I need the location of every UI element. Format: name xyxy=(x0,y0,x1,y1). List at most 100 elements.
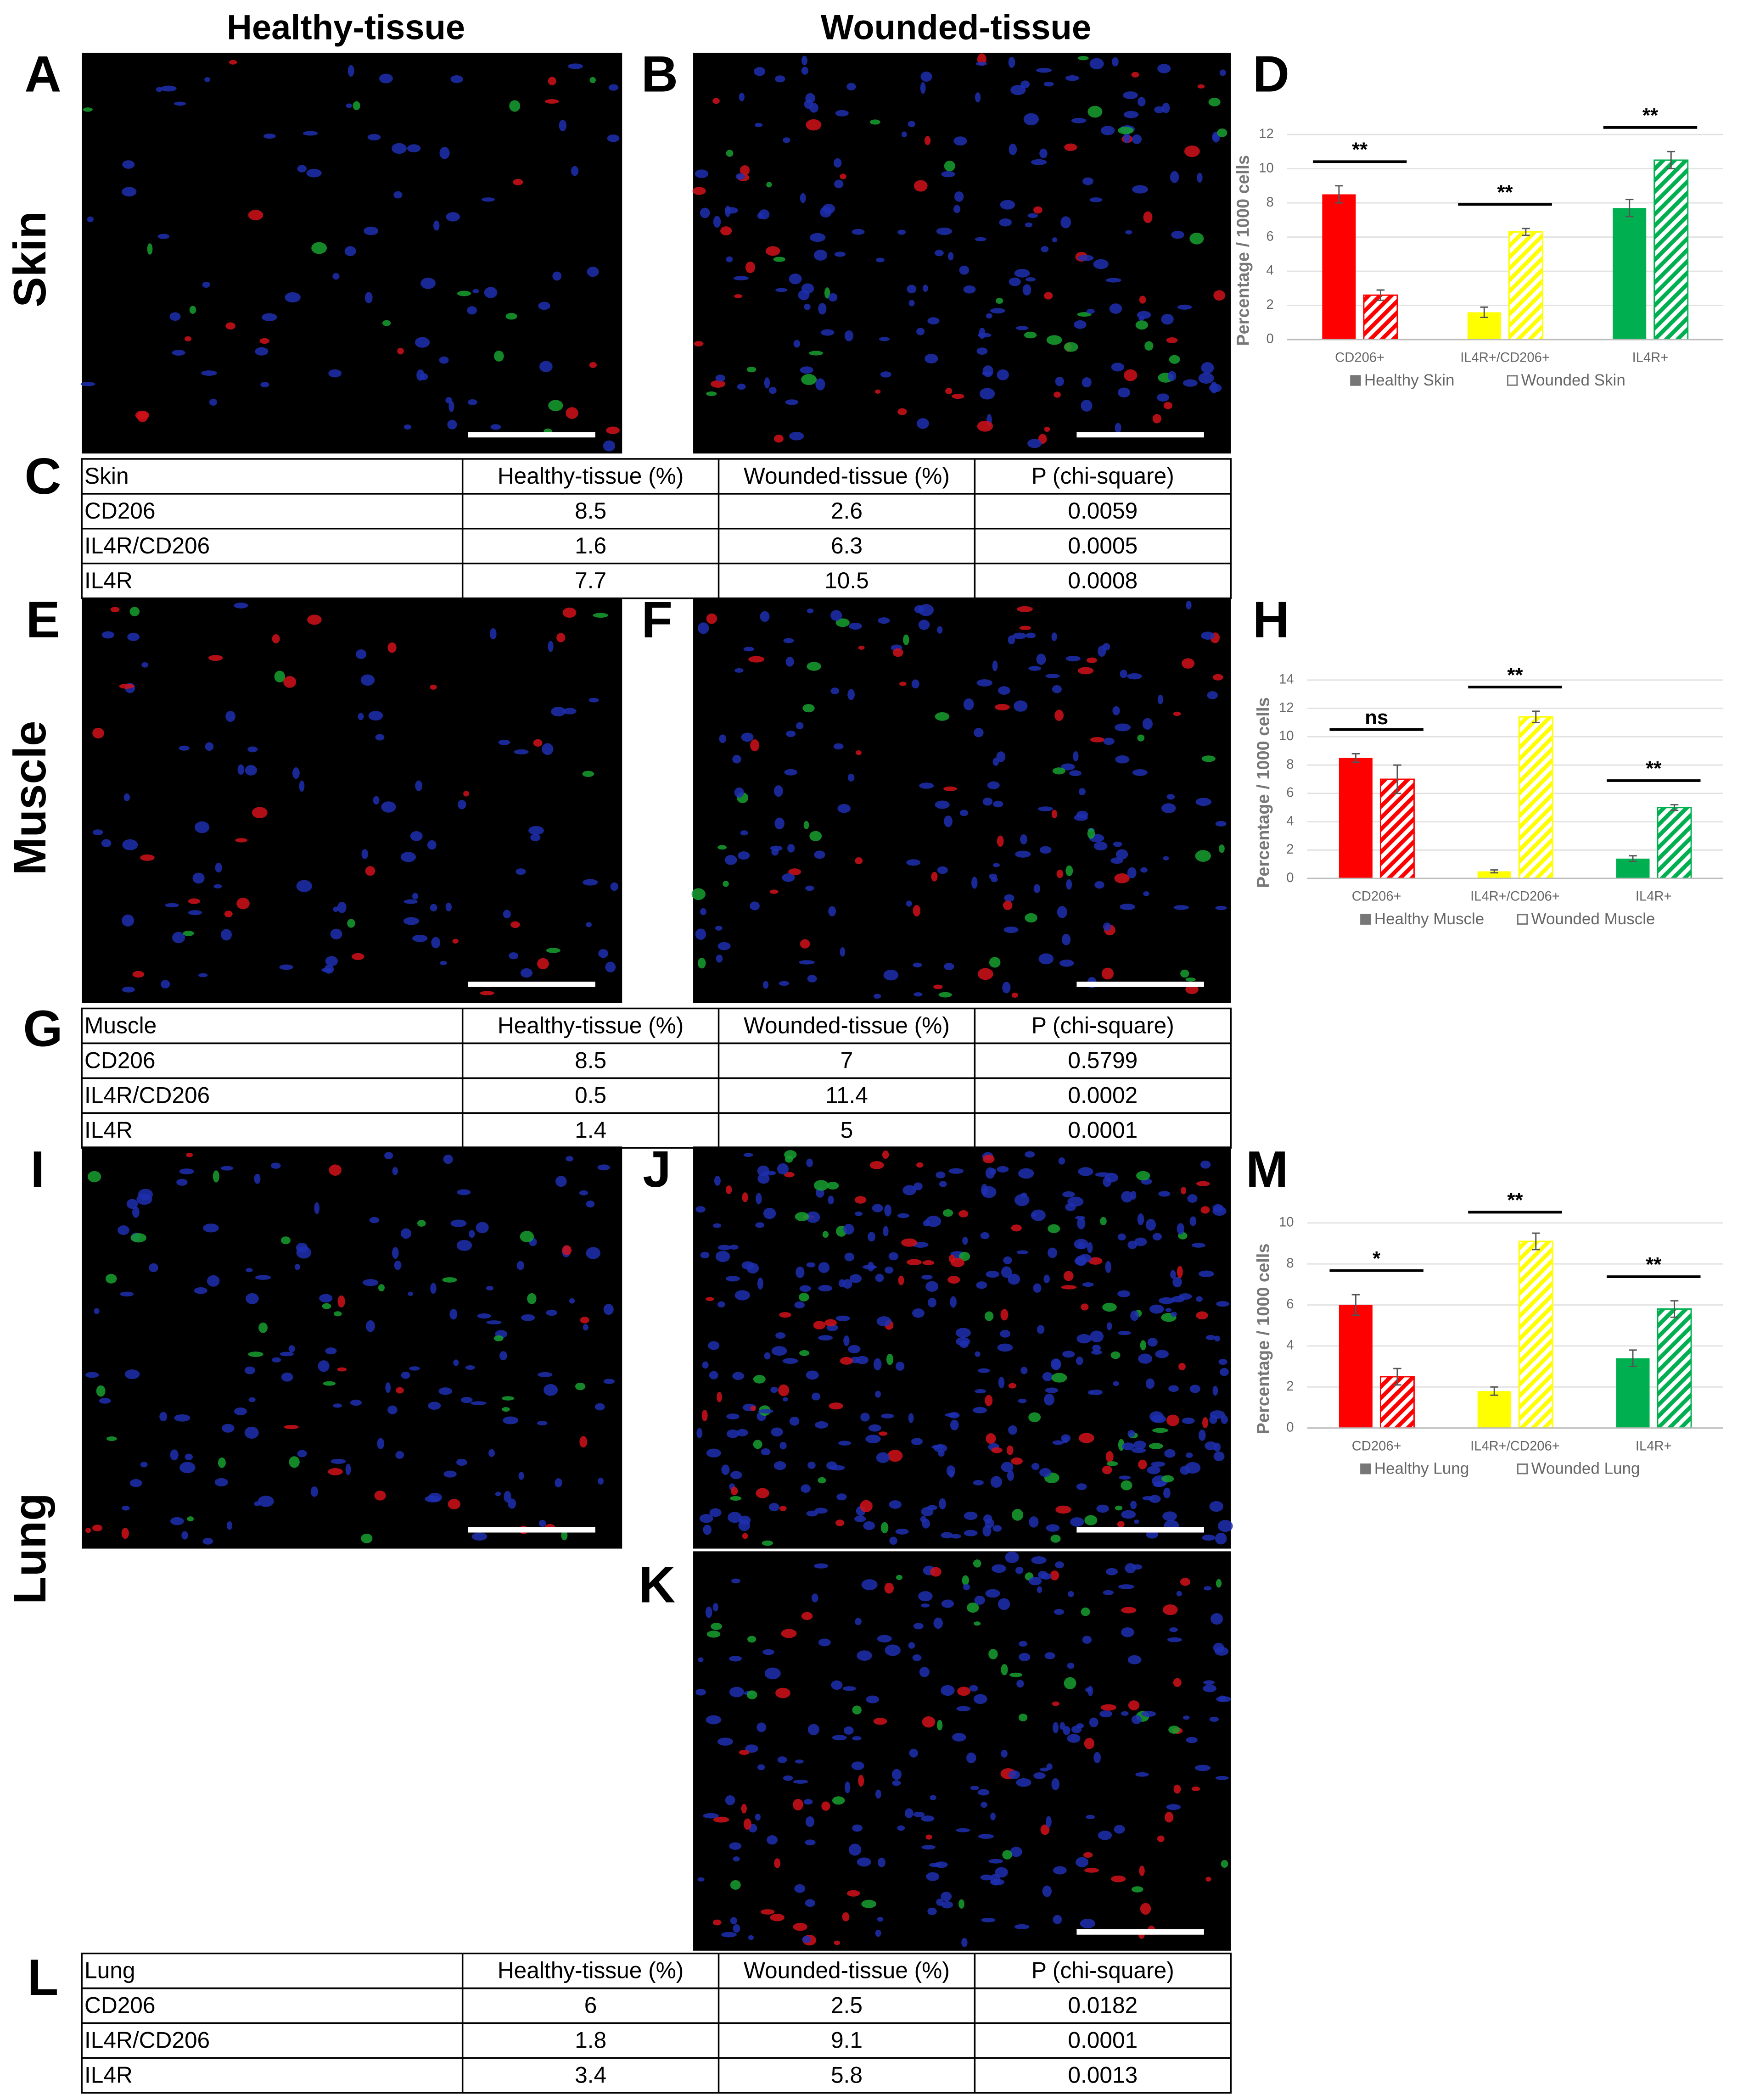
cell xyxy=(1164,1812,1174,1823)
error-bar xyxy=(1376,289,1385,301)
legend-label: Healthy Lung xyxy=(1374,1459,1469,1477)
cell xyxy=(757,1173,770,1184)
cell xyxy=(872,1204,883,1212)
cell xyxy=(985,1589,1000,1598)
cell xyxy=(904,1808,914,1818)
cell xyxy=(1061,1285,1077,1290)
cell xyxy=(361,1533,373,1543)
cell xyxy=(329,1164,342,1176)
cell xyxy=(743,1818,751,1830)
cell xyxy=(733,1856,740,1862)
cell xyxy=(1115,723,1131,732)
cell xyxy=(1124,369,1138,381)
cell xyxy=(828,1195,834,1205)
cell xyxy=(319,1294,333,1303)
error-bar xyxy=(1351,753,1360,763)
cell xyxy=(987,781,1000,789)
cell xyxy=(1045,1816,1052,1828)
cell xyxy=(906,1259,922,1266)
bar xyxy=(1322,194,1356,340)
cell xyxy=(907,285,917,294)
cell xyxy=(976,347,988,355)
cell xyxy=(699,1514,713,1523)
cell xyxy=(516,868,526,875)
cell xyxy=(1051,810,1058,819)
cell xyxy=(828,906,836,916)
cell xyxy=(1157,694,1164,704)
cell xyxy=(1102,1302,1117,1312)
cell xyxy=(842,1279,852,1289)
cell xyxy=(347,65,354,77)
cell xyxy=(310,1486,319,1497)
cell xyxy=(83,107,93,112)
cell xyxy=(552,271,562,281)
cell xyxy=(272,1357,281,1363)
cell xyxy=(254,1501,261,1506)
cell xyxy=(202,282,210,288)
cell xyxy=(296,1243,308,1253)
cell xyxy=(755,1813,761,1821)
cell xyxy=(1202,1417,1208,1428)
cell xyxy=(1077,667,1094,675)
cell xyxy=(1163,856,1169,861)
cell xyxy=(855,857,863,865)
cell xyxy=(695,1206,706,1213)
cell xyxy=(956,1828,970,1832)
table-header-cell: Muscle xyxy=(84,1012,157,1038)
cell xyxy=(314,1202,320,1214)
cell xyxy=(438,1387,453,1395)
table-cell: 10.5 xyxy=(824,568,869,593)
cell xyxy=(129,1479,142,1487)
cell xyxy=(964,1530,978,1536)
legend-swatch xyxy=(1360,914,1371,925)
cell xyxy=(705,1606,712,1618)
cell xyxy=(80,382,95,386)
cell xyxy=(174,1414,191,1422)
cell xyxy=(1170,1270,1176,1279)
cell xyxy=(563,708,577,715)
cell xyxy=(1010,85,1026,95)
cell xyxy=(583,1324,588,1331)
cell xyxy=(814,1421,829,1429)
cell xyxy=(207,1275,220,1287)
cell xyxy=(1055,1505,1071,1514)
cell xyxy=(934,1444,947,1452)
cell xyxy=(1081,1607,1090,1616)
cell xyxy=(918,1591,933,1602)
cell xyxy=(1142,1496,1154,1501)
cell xyxy=(947,252,954,261)
cell xyxy=(1037,1325,1045,1334)
error-bar xyxy=(1522,228,1530,236)
cell xyxy=(1103,1590,1114,1595)
cell xyxy=(1113,841,1122,847)
cell xyxy=(106,1436,117,1441)
cell xyxy=(916,1162,924,1168)
cell xyxy=(873,1358,882,1371)
cell xyxy=(1120,670,1127,678)
cell xyxy=(1215,1532,1227,1545)
cell xyxy=(1105,1451,1114,1463)
cell xyxy=(1065,1203,1076,1212)
cell xyxy=(288,1345,295,1352)
cell xyxy=(1186,601,1192,609)
x-tick-label: CD206+ xyxy=(1352,889,1401,904)
cell xyxy=(1023,113,1039,125)
cell xyxy=(826,1182,839,1190)
table-cell: 0.0002 xyxy=(1068,1082,1138,1108)
cell xyxy=(189,306,196,314)
cell xyxy=(410,831,423,841)
cell xyxy=(195,821,210,833)
cell xyxy=(1180,1578,1191,1586)
cell xyxy=(846,1890,860,1897)
cell xyxy=(446,212,460,222)
cell xyxy=(769,1502,779,1512)
table-cell: 0.0013 xyxy=(1068,2062,1138,2088)
cell xyxy=(1059,959,1074,967)
cell xyxy=(1000,1329,1011,1338)
table-cell: 8.5 xyxy=(575,1047,606,1073)
cell xyxy=(782,873,795,882)
cell xyxy=(931,871,938,882)
cell xyxy=(448,401,454,412)
cell xyxy=(779,1442,787,1450)
